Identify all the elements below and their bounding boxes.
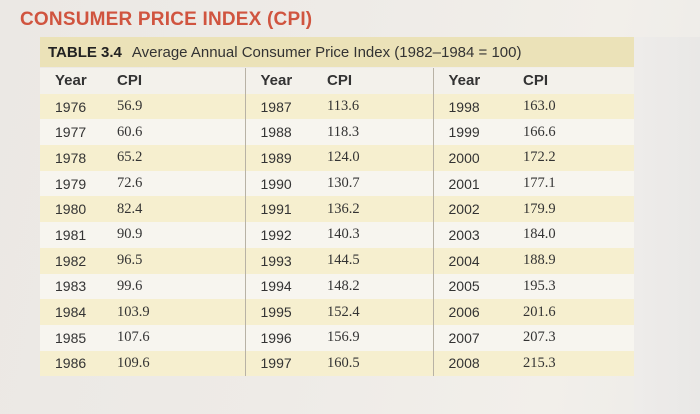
year-cell: 1985 [55,329,87,346]
table-row: 1985 107.6 1996 156.9 2007 207.3 [40,324,634,351]
table-row: 1980 82.4 1991 136.2 2002 179.9 [40,196,634,223]
cpi-cell: 166.6 [523,123,556,140]
column-header-cpi: CPI [117,72,143,90]
year-cell: 2001 [432,170,523,197]
year-cell: 1987 [244,93,327,120]
year-cell: 2006 [432,299,523,325]
year-cell: 2002 [432,196,523,223]
year-cell: 1980 [55,201,87,218]
table-row: 1982 96.5 1993 144.5 2004 188.9 [40,247,634,274]
cpi-cell: 195.3 [523,277,556,294]
year-cell: 1993 [244,247,327,274]
year-cell: 1998 [432,93,523,120]
table-caption: TABLE 3.4 Average Annual Consumer Price … [40,37,634,67]
cpi-cell: 90.9 [117,226,143,243]
column-header-year: Year [432,68,523,94]
cpi-cell: 160.5 [327,354,360,371]
cpi-cell: 188.9 [523,252,556,269]
cpi-cell: 184.0 [523,226,556,243]
cpi-cell: 201.6 [523,303,556,320]
cpi-cell: 207.3 [523,329,556,346]
cpi-cell: 107.6 [117,329,150,346]
table-row: 1976 56.9 1987 113.6 1998 163.0 [40,93,634,120]
cpi-cell: 140.3 [327,226,360,243]
table-row: 1979 72.6 1990 130.7 2001 177.1 [40,170,634,197]
cpi-cell: 99.6 [117,277,143,294]
year-cell: 1990 [244,170,327,197]
cpi-cell: 172.2 [523,149,556,166]
cpi-cell: 113.6 [327,98,360,115]
table-header-row: Year CPI Year CPI Year CPI [40,68,634,94]
year-cell: 1986 [55,355,87,372]
cpi-cell: 56.9 [117,98,143,115]
year-cell: 1992 [244,222,327,248]
year-cell: 1994 [244,273,327,300]
cpi-cell: 177.1 [523,175,556,192]
cpi-cell: 65.2 [117,149,143,166]
year-cell: 2004 [432,247,523,274]
year-cell: 1991 [244,196,327,223]
page-margin [634,37,700,414]
year-cell: 1995 [244,299,327,325]
cpi-cell: 82.4 [117,200,143,217]
cpi-cell: 124.0 [327,149,360,166]
column-header-year: Year [244,68,327,94]
cpi-cell: 136.2 [327,200,360,217]
year-cell: 2005 [432,273,523,300]
cpi-cell: 163.0 [523,98,556,115]
table-row: 1977 60.6 1988 118.3 1999 166.6 [40,119,634,146]
cpi-cell: 72.6 [117,175,143,192]
year-cell: 1979 [55,175,87,192]
cpi-cell: 103.9 [117,303,150,320]
cpi-cell: 215.3 [523,354,556,371]
table-row: 1986 109.6 1997 160.5 2008 215.3 [40,350,634,377]
cpi-cell: 118.3 [327,123,360,140]
table-row: 1984 103.9 1995 152.4 2006 201.6 [40,299,634,325]
year-cell: 1997 [244,350,327,377]
year-cell: 1982 [55,252,87,269]
table-row: 1983 99.6 1994 148.2 2005 195.3 [40,273,634,300]
column-header-year: Year [55,72,87,90]
cpi-cell: 96.5 [117,252,143,269]
cpi-cell: 60.6 [117,123,143,140]
year-cell: 2000 [432,145,523,171]
year-cell: 1977 [55,124,87,141]
year-cell: 1984 [55,304,87,321]
table-row: 1981 90.9 1992 140.3 2003 184.0 [40,222,634,248]
page-title: CONSUMER PRICE INDEX (CPI) [20,9,313,30]
table-caption-text: Average Annual Consumer Price Index (198… [131,43,522,61]
column-header-cpi: CPI [523,72,549,90]
table-row: 1978 65.2 1989 124.0 2000 172.2 [40,145,634,171]
cpi-cell: 130.7 [327,175,360,192]
cpi-cell: 156.9 [327,329,360,346]
table-label: TABLE 3.4 [48,43,122,61]
column-header-cpi: CPI [327,72,353,90]
year-cell: 2008 [432,350,523,377]
cpi-cell: 144.5 [327,252,360,269]
year-cell: 2003 [432,222,523,248]
cpi-cell: 179.9 [523,200,556,217]
year-cell: 1978 [55,149,87,166]
cpi-cell: 148.2 [327,277,360,294]
year-cell: 1983 [55,278,87,295]
cpi-cell: 109.6 [117,354,150,371]
cpi-table: Year CPI Year CPI Year CPI 1976 56.9 1987 1… [40,68,634,377]
year-cell: 1988 [244,119,327,146]
year-cell: 1981 [55,226,87,243]
year-cell: 1999 [432,119,523,146]
year-cell: 2007 [432,324,523,351]
year-cell: 1996 [244,324,327,351]
table-body: 1976 56.9 1987 113.6 1998 163.0 1977 60.6 1988 11… [40,93,634,377]
year-cell: 1989 [244,145,327,171]
year-cell: 1976 [55,98,87,115]
cpi-cell: 152.4 [327,303,360,320]
